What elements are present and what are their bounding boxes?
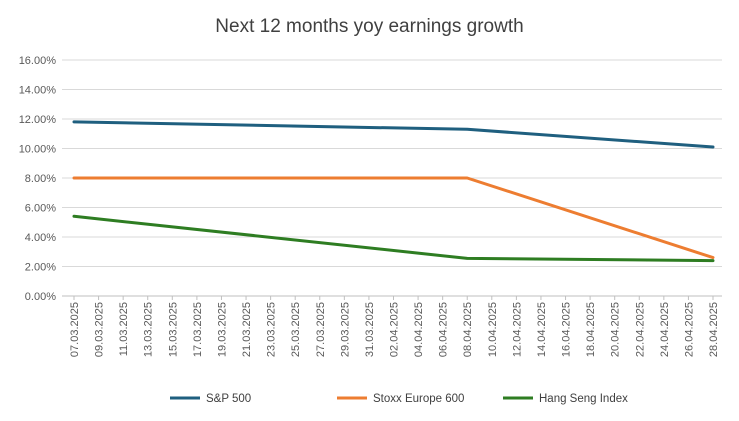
x-tick-label: 04.04.2025 [413, 302, 425, 357]
x-tick-label: 19.03.2025 [216, 302, 228, 357]
legend-label-2: Stoxx Europe 600 [373, 393, 464, 405]
x-tick-label: 06.04.2025 [438, 302, 450, 357]
y-tick-label: 16.00% [19, 55, 57, 67]
x-tick-label: 21.03.2025 [241, 302, 253, 357]
x-tick-label: 09.03.2025 [94, 302, 106, 357]
y-tick-label: 4.00% [25, 232, 56, 244]
y-tick-label: 2.00% [25, 262, 56, 274]
x-tick-label: 17.03.2025 [192, 302, 204, 357]
y-tick-label: 0.00% [25, 291, 56, 303]
x-tick-label: 29.03.2025 [339, 302, 351, 357]
x-tick-label: 10.04.2025 [487, 302, 499, 357]
x-tick-label: 18.04.2025 [585, 302, 597, 357]
y-tick-label: 8.00% [25, 173, 56, 185]
x-tick-label: 08.04.2025 [462, 302, 474, 357]
x-tick-label: 27.03.2025 [315, 302, 327, 357]
x-tick-label: 23.03.2025 [266, 302, 278, 357]
x-tick-label: 22.04.2025 [634, 302, 646, 357]
y-tick-label: 14.00% [19, 85, 57, 97]
x-tick-label: 12.04.2025 [511, 302, 523, 357]
x-tick-label: 20.04.2025 [610, 302, 622, 357]
legend-label-1: S&P 500 [206, 393, 251, 405]
x-tick-label: 02.04.2025 [389, 302, 401, 357]
x-tick-label: 26.04.2025 [683, 302, 695, 357]
x-tick-label: 31.03.2025 [364, 302, 376, 357]
x-tick-label: 16.04.2025 [561, 302, 573, 357]
x-tick-label: 11.03.2025 [118, 302, 130, 356]
x-tick-label: 28.04.2025 [708, 302, 720, 357]
x-tick-label: 24.04.2025 [659, 302, 671, 357]
x-tick-label: 25.03.2025 [290, 302, 302, 357]
series-line-2 [72, 176, 715, 260]
x-tick-label: 07.03.2025 [69, 302, 81, 357]
y-tick-label: 10.00% [19, 144, 57, 156]
chart-title: Next 12 months yoy earnings growth [215, 16, 524, 37]
x-tick-label: 14.04.2025 [536, 302, 548, 357]
x-tick-label: 15.03.2025 [167, 302, 179, 357]
legend-label-3: Hang Seng Index [539, 393, 628, 405]
x-tick-label: 13.03.2025 [143, 302, 155, 357]
series-line-1 [72, 120, 715, 149]
series-line-3 [72, 214, 715, 263]
y-tick-label: 12.00% [19, 114, 57, 126]
y-tick-label: 6.00% [25, 203, 56, 215]
